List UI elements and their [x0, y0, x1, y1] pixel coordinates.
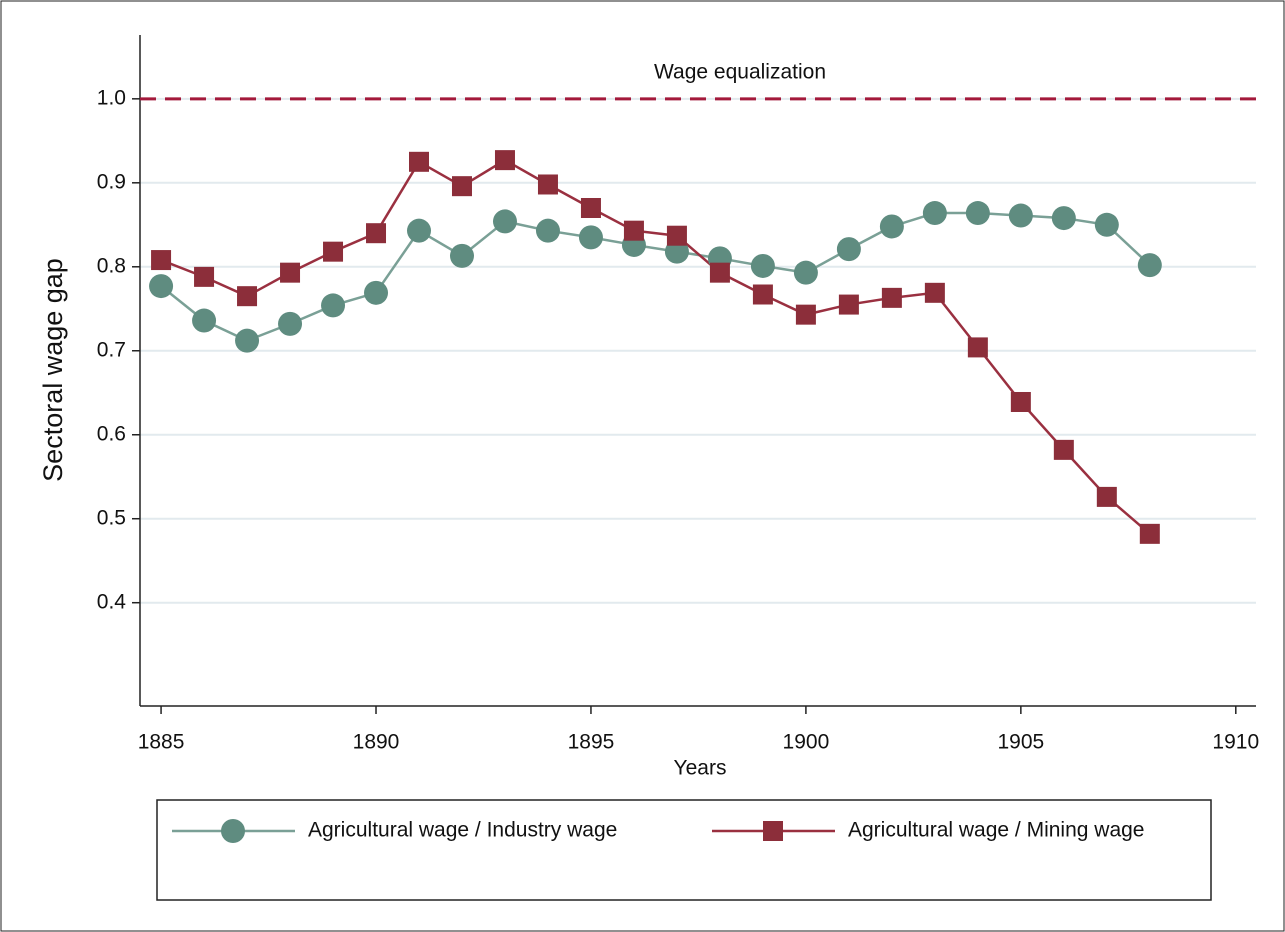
- y-tick-label: 0.9: [97, 170, 126, 193]
- data-point: [623, 220, 644, 241]
- x-tick-label: 1885: [138, 731, 185, 754]
- y-axis-label: Sectoral wage gap: [38, 258, 68, 482]
- data-point: [364, 280, 389, 305]
- data-point: [836, 237, 861, 262]
- data-point: [1053, 439, 1074, 460]
- data-point: [924, 282, 945, 303]
- data-point: [407, 218, 431, 243]
- legend-label: Agricultural wage / Industry wage: [308, 819, 617, 842]
- x-tick-label: 1895: [568, 731, 615, 754]
- data-point: [750, 253, 775, 278]
- x-tick-label: 1900: [783, 731, 830, 754]
- reference-label: Wage equalization: [654, 60, 826, 83]
- data-point: [321, 293, 346, 318]
- data-point: [149, 274, 174, 299]
- data-point: [409, 151, 429, 172]
- data-point: [580, 197, 601, 218]
- data-point: [881, 287, 902, 308]
- data-point: [237, 286, 258, 307]
- data-point: [838, 294, 859, 315]
- data-point: [537, 174, 558, 195]
- data-point: [323, 241, 344, 262]
- x-tick-label: 1905: [997, 731, 1044, 754]
- data-point: [1010, 391, 1031, 412]
- y-tick-label: 1.0: [97, 86, 126, 109]
- data-point: [1008, 203, 1033, 228]
- data-point: [280, 262, 301, 283]
- y-tick-label: 0.4: [97, 590, 127, 613]
- data-point: [578, 225, 603, 250]
- data-point: [793, 260, 818, 285]
- data-point: [192, 308, 217, 333]
- data-point: [752, 284, 773, 305]
- data-point: [492, 209, 517, 234]
- data-point: [278, 311, 303, 336]
- x-tick-label: 1910: [1212, 731, 1259, 754]
- data-point: [451, 176, 472, 197]
- y-tick-label: 0.6: [97, 422, 126, 445]
- legend-marker: [763, 821, 783, 841]
- data-point: [1051, 206, 1076, 231]
- data-point: [1096, 486, 1117, 507]
- data-point: [879, 214, 904, 239]
- legend-marker: [221, 819, 245, 843]
- data-point: [494, 150, 515, 171]
- data-point: [235, 328, 260, 353]
- data-point: [1094, 212, 1119, 237]
- data-point: [965, 201, 990, 226]
- data-point: [1137, 253, 1162, 278]
- data-point: [366, 223, 387, 244]
- data-point: [535, 218, 560, 243]
- data-point: [151, 250, 172, 271]
- legend-label: Agricultural wage / Mining wage: [848, 819, 1144, 842]
- x-axis-label: Years: [674, 757, 727, 780]
- data-point: [194, 266, 215, 287]
- data-point: [666, 225, 687, 246]
- y-tick-label: 0.8: [97, 254, 126, 277]
- data-point: [1139, 523, 1160, 544]
- data-point: [449, 243, 474, 268]
- data-point: [795, 304, 816, 325]
- x-tick-label: 1890: [353, 731, 400, 754]
- y-tick-label: 0.5: [97, 506, 126, 529]
- data-point: [709, 262, 730, 283]
- y-tick-label: 0.7: [97, 338, 126, 361]
- data-point: [967, 337, 988, 358]
- data-point: [922, 201, 947, 226]
- legend-box: [156, 799, 1212, 901]
